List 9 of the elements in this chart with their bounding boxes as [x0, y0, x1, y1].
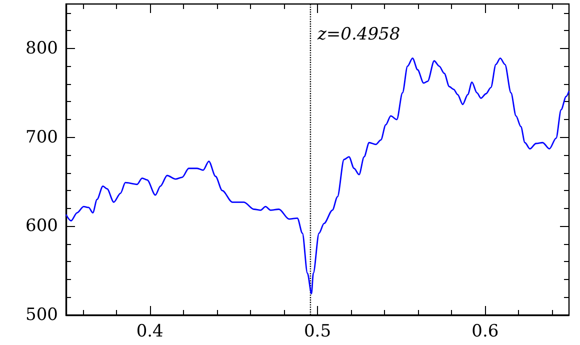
y-tick-label: 700 [26, 127, 58, 148]
x-tick-label: 0.6 [472, 322, 499, 342]
y-tick-label: 800 [26, 38, 58, 58]
y-tick-label: 600 [26, 216, 58, 236]
line-series [65, 58, 570, 294]
x-tick-label: 0.5 [304, 322, 332, 342]
x-tick-label: 0.4 [136, 322, 164, 342]
ref-line-label: z=0.4958 [316, 24, 400, 44]
y-tick-label: 500 [26, 305, 58, 325]
